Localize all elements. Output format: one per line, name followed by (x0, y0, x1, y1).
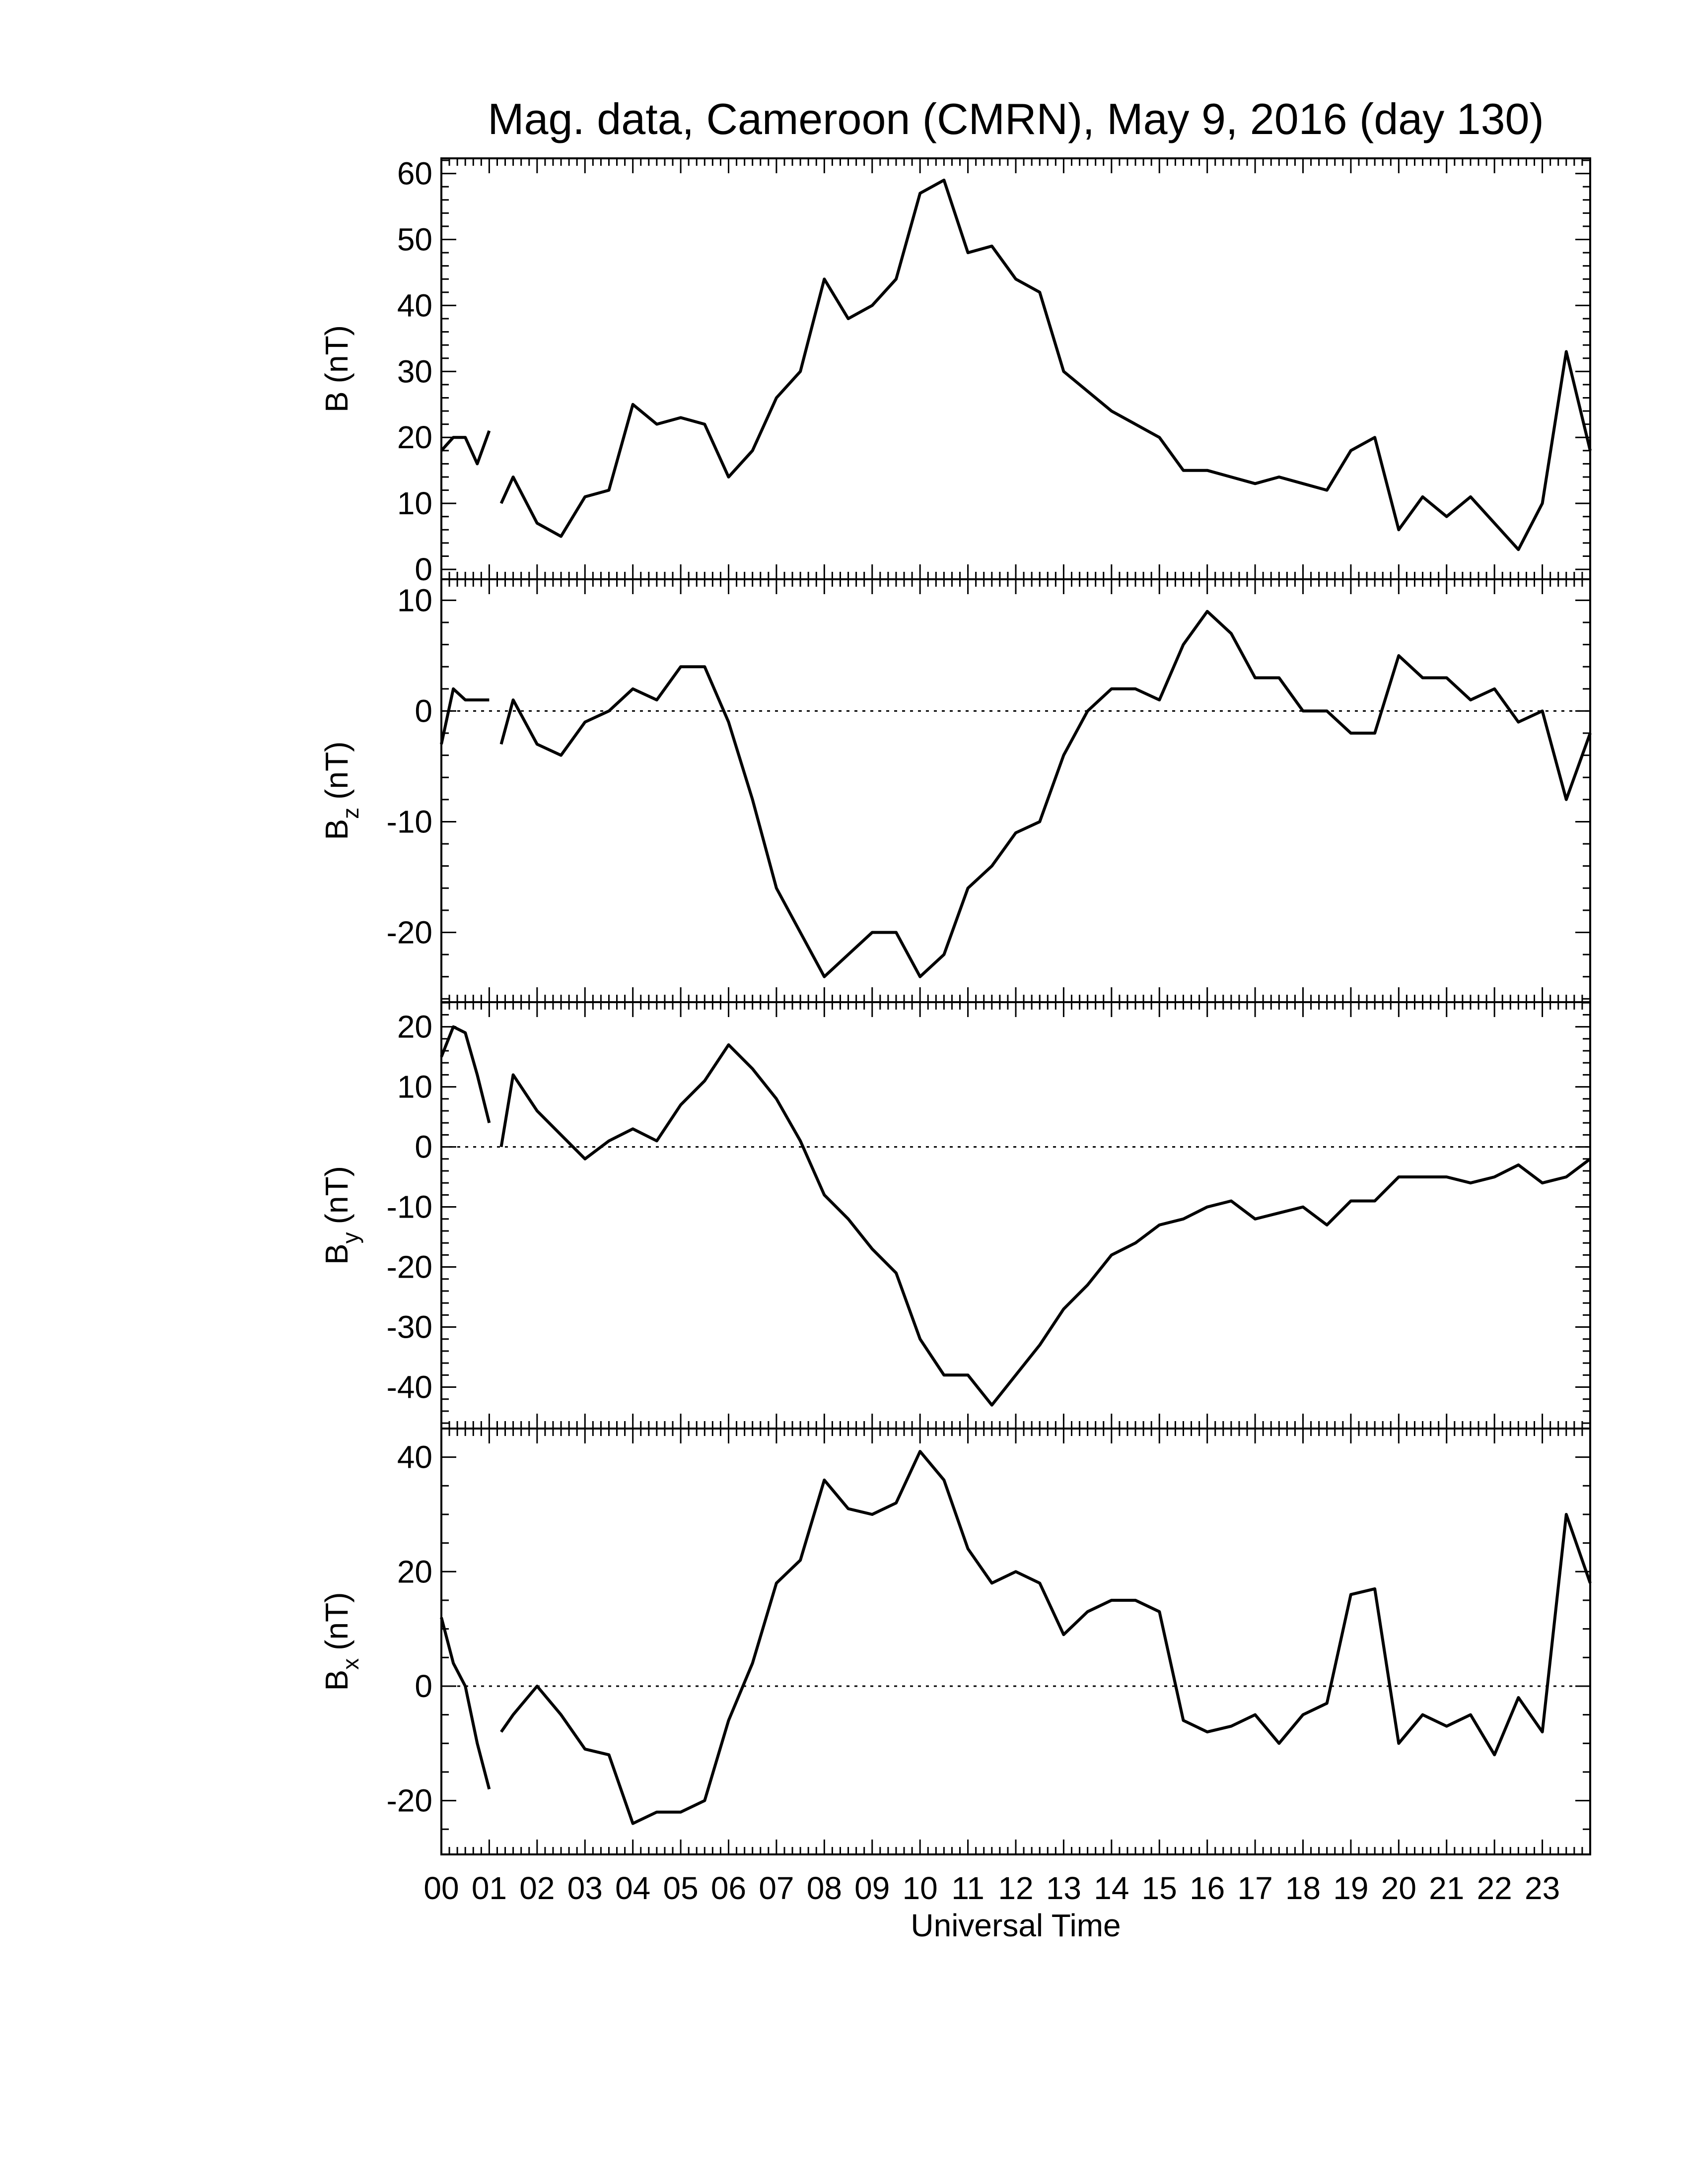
y-tick-label: 20 (397, 419, 432, 455)
x-tick-label: 20 (1381, 1870, 1416, 1906)
data-line (440, 610, 1592, 978)
x-tick-label: 05 (663, 1870, 698, 1906)
y-tick-label: 20 (397, 1009, 432, 1045)
x-tick-label: 21 (1429, 1870, 1464, 1906)
y-label-unit: (nT) (319, 742, 354, 800)
y-axis-label: Bx (nT) (319, 1592, 363, 1691)
y-tick-label: -10 (387, 804, 433, 839)
y-tick-label: 0 (415, 1129, 432, 1165)
y-label-main: B (319, 1670, 354, 1691)
y-tick-label: 0 (415, 1668, 432, 1704)
x-tick-label: 06 (711, 1870, 746, 1906)
y-tick-label: 10 (397, 582, 432, 618)
y-tick-label: 20 (397, 1554, 432, 1589)
x-tick-label: 10 (903, 1870, 938, 1906)
x-axis-label: Universal Time (911, 1908, 1121, 1943)
x-tick-label: 00 (423, 1870, 459, 1906)
x-tick-label: 17 (1237, 1870, 1272, 1906)
data-line (440, 1450, 1592, 1825)
y-tick-label: 10 (397, 485, 432, 521)
y-label-sub: x (338, 1658, 363, 1670)
y-tick-label: 10 (397, 1069, 432, 1105)
chart-title: Mag. data, Cameroon (CMRN), May 9, 2016 … (488, 94, 1544, 143)
y-label-main: B (319, 391, 354, 412)
x-tick-label: 19 (1333, 1870, 1368, 1906)
x-tick-label: 08 (807, 1870, 842, 1906)
x-tick-label: 13 (1046, 1870, 1081, 1906)
x-tick-label: 12 (998, 1870, 1033, 1906)
x-tick-label: 11 (951, 1870, 984, 1906)
x-tick-label: 03 (567, 1870, 603, 1906)
x-tick-label: 18 (1285, 1870, 1321, 1906)
y-tick-label: 50 (397, 221, 432, 257)
y-label-sub: y (338, 1232, 363, 1243)
y-tick-label: 60 (397, 156, 432, 192)
x-tick-label: 22 (1477, 1870, 1512, 1906)
y-label-unit: (nT) (319, 325, 354, 383)
x-tick-label: 02 (519, 1870, 555, 1906)
y-tick-label: 40 (397, 287, 432, 323)
y-label-main: B (319, 819, 354, 840)
y-label-unit: (nT) (319, 1592, 354, 1650)
y-axis-label: By (nT) (319, 1166, 363, 1265)
x-tick-label: 16 (1190, 1870, 1225, 1906)
y-tick-label: -20 (387, 1783, 433, 1819)
y-label-unit: (nT) (319, 1166, 354, 1224)
y-tick-label: -20 (387, 1249, 433, 1285)
y-tick-label: -20 (387, 914, 433, 950)
y-tick-label: 40 (397, 1439, 432, 1475)
y-label-sub: z (338, 808, 363, 819)
x-tick-label: 04 (615, 1870, 650, 1906)
y-label-main: B (319, 1243, 354, 1265)
x-tick-label: 09 (854, 1870, 890, 1906)
x-tick-label: 07 (759, 1870, 794, 1906)
y-tick-label: -40 (387, 1369, 433, 1405)
y-tick-label: 0 (415, 551, 432, 587)
y-tick-label: 0 (415, 693, 432, 729)
x-tick-label: 23 (1525, 1870, 1560, 1906)
y-tick-label: -30 (387, 1309, 433, 1345)
y-axis-label: Bz (nT) (319, 742, 363, 840)
y-tick-label: 30 (397, 353, 432, 389)
y-tick-label: -10 (387, 1189, 433, 1225)
y-axis-label: B (nT) (319, 325, 354, 412)
data-line (440, 178, 1592, 551)
x-tick-label: 15 (1142, 1870, 1177, 1906)
x-tick-label: 01 (472, 1870, 507, 1906)
data-line (440, 1025, 1591, 1407)
x-tick-label: 14 (1094, 1870, 1129, 1906)
